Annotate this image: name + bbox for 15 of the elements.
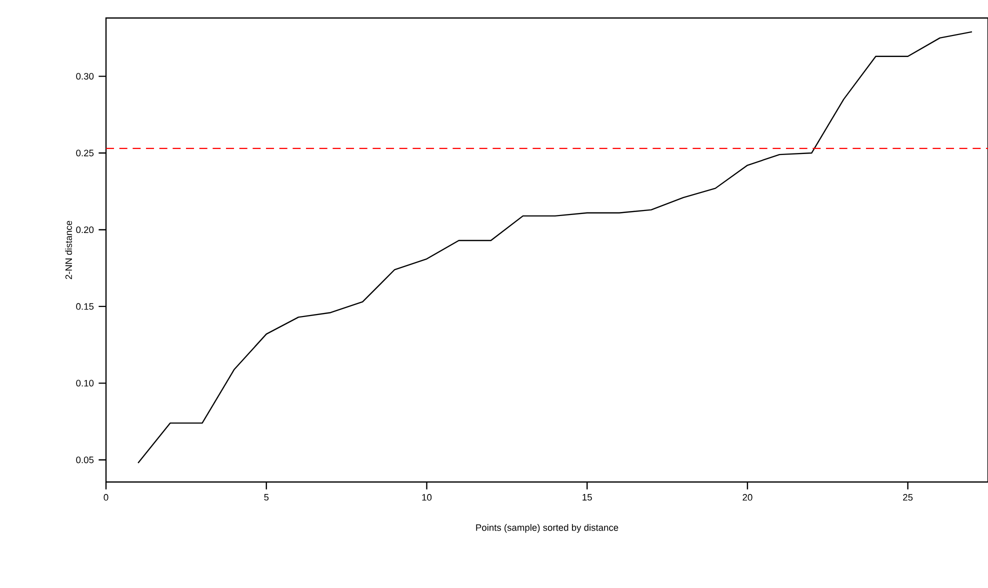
x-tick-label: 25 [903, 494, 913, 501]
x-axis-title: Points (sample) sorted by distance [476, 524, 618, 533]
y-tick-label: 0.25 [76, 150, 94, 156]
y-tick-label: 0.15 [76, 303, 94, 310]
y-tick-label: 0.30 [76, 73, 94, 80]
x-tick-label: 15 [582, 494, 592, 501]
x-tick-label: 10 [422, 494, 432, 501]
x-tick-label: 20 [742, 494, 752, 501]
y-tick-label: 0.20 [76, 226, 94, 234]
y-tick-label: 0.05 [76, 456, 94, 464]
x-tick-label: 5 [264, 494, 269, 501]
y-axis-title: 2-NN distance [65, 220, 72, 280]
line-series [137, 31, 973, 464]
x-tick-label: 0 [104, 494, 108, 501]
y-tick-label: 0.10 [76, 380, 94, 386]
